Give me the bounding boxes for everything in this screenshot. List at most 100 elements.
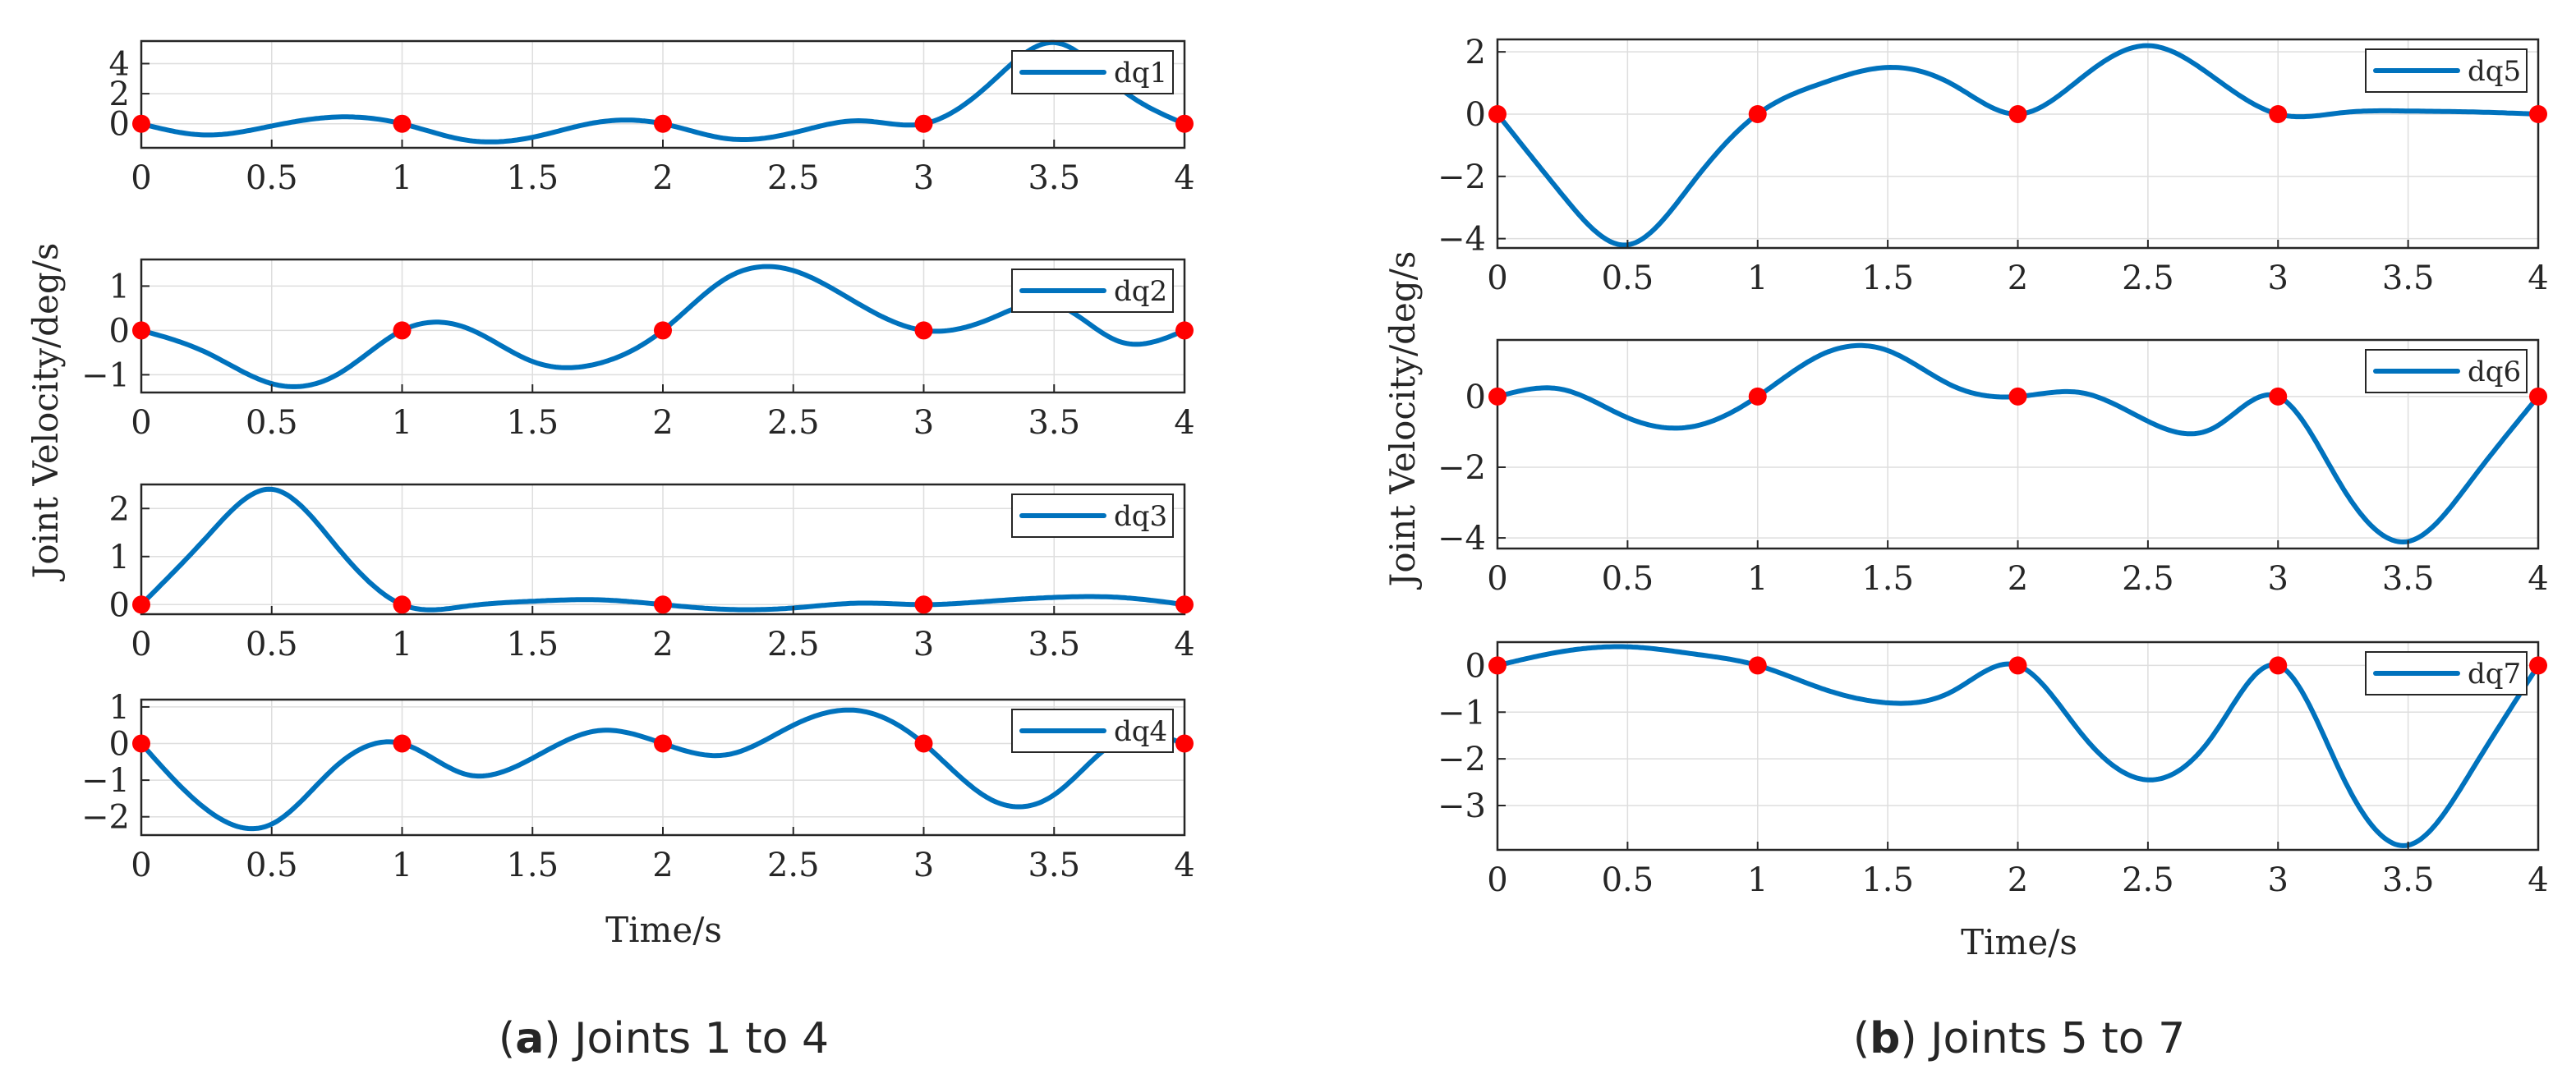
subplot-dq2: 0 0.5 1 1.5 2 2.5 3 3.5 4−101 dq2 xyxy=(81,258,1195,442)
x-tick-label: 0 xyxy=(131,626,151,663)
waypoint-marker xyxy=(2269,656,2288,675)
x-tick-label: 2.5 xyxy=(767,847,820,884)
y-tick-label: 0 xyxy=(109,586,130,624)
caption-b-letter: b xyxy=(1870,1014,1900,1063)
waypoint-marker xyxy=(2529,656,2547,675)
x-tick-label: 3.5 xyxy=(2382,259,2435,297)
x-tick-label: 2.5 xyxy=(767,404,820,442)
x-tick-label: 1.5 xyxy=(506,847,559,884)
y-tick-label: 0 xyxy=(109,312,130,350)
waypoint-marker xyxy=(2269,387,2288,406)
x-tick-label: 1 xyxy=(1747,560,1768,598)
x-tick-label: 3.5 xyxy=(2382,861,2435,899)
x-tick-label: 2.5 xyxy=(2122,259,2174,297)
caption-a: (a) Joints 1 to 4 xyxy=(499,1014,829,1063)
waypoint-marker xyxy=(914,321,933,340)
y-tick-label: 0 xyxy=(109,106,130,144)
y-tick-label: 0 xyxy=(1465,379,1486,416)
x-tick-label: 4 xyxy=(2528,560,2548,598)
waypoint-marker xyxy=(393,595,412,614)
x-tick-label: 0 xyxy=(131,847,151,884)
y-tick-label: 2 xyxy=(1465,34,1486,71)
y-tick-label: −2 xyxy=(1438,449,1486,487)
y-tick-label: 2 xyxy=(109,76,130,113)
waypoint-marker xyxy=(1488,104,1506,123)
x-tick-label: 4 xyxy=(2528,259,2548,297)
panel-a-ylabel: Joint Velocity/deg/s xyxy=(25,243,66,582)
waypoint-marker xyxy=(654,114,672,133)
x-tick-label: 3.5 xyxy=(2382,560,2435,598)
legend: dq7 xyxy=(2365,651,2528,695)
waypoint-marker xyxy=(2008,656,2027,675)
legend: dq3 xyxy=(1011,494,1174,538)
x-tick-label: 0 xyxy=(131,404,151,442)
x-tick-label: 4 xyxy=(2528,861,2548,899)
waypoint-marker xyxy=(1748,104,1767,123)
y-tick-label: 2 xyxy=(109,490,130,528)
y-tick-label: 0 xyxy=(1465,647,1486,685)
x-tick-label: 0.5 xyxy=(246,159,298,197)
legend-label: dq3 xyxy=(1114,500,1167,533)
y-tick-label: 4 xyxy=(109,45,130,83)
y-tick-label: 0 xyxy=(1465,96,1486,134)
x-tick-label: 3.5 xyxy=(1028,626,1080,663)
waypoint-marker xyxy=(914,734,933,753)
legend: dq5 xyxy=(2365,48,2528,93)
x-tick-label: 3 xyxy=(2268,259,2288,297)
y-tick-label: −1 xyxy=(81,762,130,800)
x-tick-label: 1 xyxy=(392,404,412,442)
x-tick-label: 2 xyxy=(652,159,673,197)
waypoint-marker xyxy=(2529,387,2547,406)
waypoint-marker xyxy=(1175,114,1194,133)
waypoint-marker xyxy=(914,595,933,614)
waypoint-marker xyxy=(132,321,150,340)
waypoint-marker xyxy=(2269,104,2288,123)
y-tick-label: −4 xyxy=(1438,520,1486,558)
x-tick-label: 3.5 xyxy=(1028,159,1080,197)
y-tick-label: −2 xyxy=(1438,158,1486,196)
waypoint-marker xyxy=(393,321,412,340)
x-tick-label: 1 xyxy=(392,847,412,884)
y-tick-label: 1 xyxy=(109,689,130,727)
waypoint-marker xyxy=(393,114,412,133)
x-tick-label: 2.5 xyxy=(2122,560,2174,598)
legend: dq6 xyxy=(2365,349,2528,393)
panel-a-xlabel: Time/s xyxy=(605,910,722,950)
x-tick-label: 2 xyxy=(2008,560,2028,598)
x-tick-label: 0.5 xyxy=(246,847,298,884)
x-tick-label: 4 xyxy=(1174,626,1194,663)
x-tick-label: 3 xyxy=(913,847,934,884)
waypoint-marker xyxy=(654,321,672,340)
x-tick-label: 1.5 xyxy=(506,159,559,197)
panel-b-xlabel: Time/s xyxy=(1961,922,2077,962)
y-tick-label: 1 xyxy=(109,539,130,576)
x-tick-label: 1 xyxy=(392,626,412,663)
x-tick-label: 4 xyxy=(1174,159,1194,197)
caption-a-text: Joints 1 to 4 xyxy=(572,1014,829,1063)
x-tick-label: 4 xyxy=(1174,847,1194,884)
x-tick-label: 3 xyxy=(913,626,934,663)
x-tick-label: 0 xyxy=(131,159,151,197)
waypoint-marker xyxy=(393,734,412,753)
x-tick-label: 1.5 xyxy=(506,626,559,663)
x-tick-label: 2 xyxy=(652,404,673,442)
panel-b-ylabel: Joint Velocity/deg/s xyxy=(1382,251,1423,590)
x-tick-label: 2 xyxy=(2008,259,2028,297)
x-tick-label: 2.5 xyxy=(767,626,820,663)
waypoint-marker xyxy=(1748,656,1767,675)
legend-label: dq5 xyxy=(2468,55,2521,88)
x-tick-label: 3.5 xyxy=(1028,847,1080,884)
x-tick-label: 3.5 xyxy=(1028,404,1080,442)
x-tick-label: 3 xyxy=(913,159,934,197)
y-tick-label: −4 xyxy=(1438,221,1486,259)
subplot-dq5: 0 0.5 1 1.5 2 2.5 3 3.5 4 −4 −2 0 2 dq5 xyxy=(1438,34,2549,297)
x-tick-label: 3 xyxy=(913,404,934,442)
y-tick-label: 1 xyxy=(109,268,130,305)
y-tick-label: −3 xyxy=(1438,787,1486,825)
x-tick-label: 2 xyxy=(652,847,673,884)
x-tick-label: 3 xyxy=(2268,560,2288,598)
